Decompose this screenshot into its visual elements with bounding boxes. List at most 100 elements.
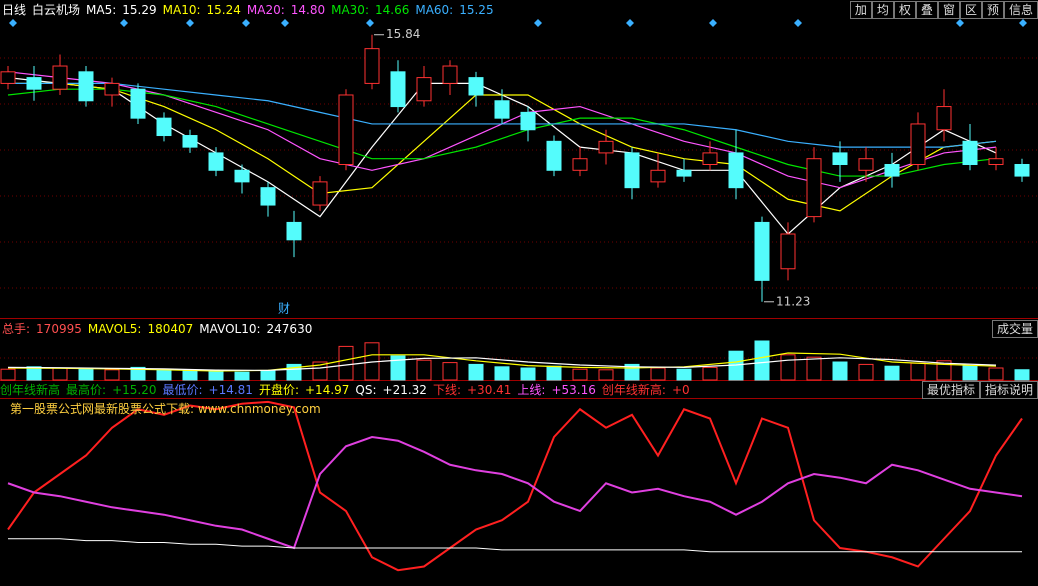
legend-name: MAVOL10:: [199, 322, 261, 336]
event-marker: 财: [278, 302, 290, 316]
legend-value: 15.24: [206, 3, 241, 17]
indicator-subtitle: 第一股票公式网最新股票公式下载: www.chnmoney.com: [10, 402, 321, 416]
volume-bar: [754, 340, 770, 381]
volume-bar: [936, 360, 952, 381]
volume-bar: [130, 366, 146, 381]
toolbar-button[interactable]: 均: [871, 1, 894, 19]
high-annotation: 15.84: [386, 27, 420, 41]
candle-body: [286, 221, 302, 241]
candle-body: [26, 77, 42, 90]
volume-bar: [520, 367, 536, 381]
candle-body: [858, 158, 874, 171]
legend-name: MA30:: [331, 3, 369, 17]
candle-body: [260, 187, 276, 206]
low-annotation: 11.23: [776, 294, 810, 308]
pane-button[interactable]: 指标说明: [979, 381, 1038, 399]
legend-name: MA5:: [86, 3, 117, 17]
volume-bar: [468, 363, 484, 381]
legend-value: 180407: [147, 322, 194, 336]
legend-name: MA60:: [415, 3, 454, 17]
volume-bar: [884, 365, 900, 381]
header-label: 最高价:: [66, 383, 107, 397]
indicator-line: [7, 400, 1023, 572]
candle-body: [312, 181, 328, 206]
candle-body: [754, 221, 770, 281]
volume-bar: [598, 369, 614, 381]
candle-body: [130, 88, 146, 119]
volume-bar: [312, 361, 328, 381]
header-label: 下线:: [432, 383, 461, 397]
candle-body: [780, 233, 796, 270]
header-label: QS:: [355, 383, 377, 397]
volume-bar: [442, 362, 458, 381]
candle-body: [650, 169, 666, 183]
legend-value: 14.66: [374, 3, 410, 17]
volume-bar: [104, 369, 120, 381]
volume-bar: [52, 367, 68, 381]
line-series: [7, 88, 997, 177]
candle-body: [962, 140, 978, 165]
toolbar-button[interactable]: 预: [981, 1, 1004, 19]
volume-bar: [702, 366, 718, 381]
toolbar-button[interactable]: 权: [893, 1, 916, 19]
candle-body: [234, 169, 250, 183]
candle-body: [156, 117, 172, 137]
legend-value: 15.29: [122, 3, 157, 17]
volume-bar: [962, 365, 978, 381]
header-label: 总手:: [2, 322, 31, 336]
legend-name: MA10:: [162, 3, 201, 17]
header-value: +53.16: [551, 383, 596, 397]
legend-value: 247630: [266, 322, 313, 336]
candle-body: [988, 158, 1004, 165]
pane-button[interactable]: 成交量: [991, 320, 1038, 338]
candle-body: [598, 140, 614, 154]
volume-bar: [26, 366, 42, 381]
candle-body: [520, 111, 536, 131]
volume-header: 总手: 170995 MAVOL5: 180407 MAVOL10: 247630: [2, 321, 312, 337]
candle-body: [468, 77, 484, 96]
candle-body: [624, 152, 640, 189]
volume-bar: [260, 370, 276, 381]
pane-button[interactable]: 最优指标: [921, 381, 980, 399]
volume-bar: [806, 356, 822, 381]
toolbar-button[interactable]: 区: [959, 1, 982, 19]
volume-bar: [494, 366, 510, 381]
legend-name: MAVOL5:: [87, 322, 142, 336]
line-series: [7, 352, 997, 372]
candle-body: [546, 140, 562, 171]
header-label: 最低价:: [162, 383, 203, 397]
candle-body: [416, 77, 432, 102]
legend-value: 14.80: [290, 3, 326, 17]
period: 日线: [2, 3, 27, 17]
indicator-buttons: 最优指标 指标说明: [921, 381, 1038, 399]
candle-body: [0, 71, 16, 84]
header-value: +30.41: [467, 383, 512, 397]
line-series: [7, 357, 997, 372]
header-label: 创年线新高: [0, 383, 61, 397]
price-header: 日线 白云机场 MA5: 15.29 MA10: 15.24 MA20: 14.80 MA3…: [2, 2, 494, 18]
candle-body: [572, 158, 588, 171]
candle-body: [910, 123, 926, 165]
candle-body: [1014, 163, 1030, 177]
candle-body: [390, 71, 406, 108]
candle-body: [52, 65, 68, 90]
toolbar-button[interactable]: 窗: [937, 1, 960, 19]
volume-bar: [832, 361, 848, 381]
header-label: 创年线新高:: [601, 383, 666, 397]
candle-body: [728, 152, 744, 189]
volume-bar: [650, 367, 666, 381]
header-value: 170995: [36, 322, 82, 336]
volume-bar: [546, 365, 562, 381]
toolbar-button[interactable]: 信息: [1003, 1, 1038, 19]
toolbar-button[interactable]: 叠: [915, 1, 938, 19]
volume-bar: [390, 355, 406, 381]
indicator-header: 创年线新高 最高价: +15.20 最低价: +14.81 开盘价: +14.97 QS: +2…: [0, 382, 690, 398]
indicator-line: [8, 538, 1022, 553]
candle-body: [364, 48, 380, 84]
toolbar-button[interactable]: 加: [849, 1, 872, 19]
volume-bar: [182, 370, 198, 381]
header-value: +15.20: [112, 383, 157, 397]
volume-bar: [338, 345, 354, 381]
